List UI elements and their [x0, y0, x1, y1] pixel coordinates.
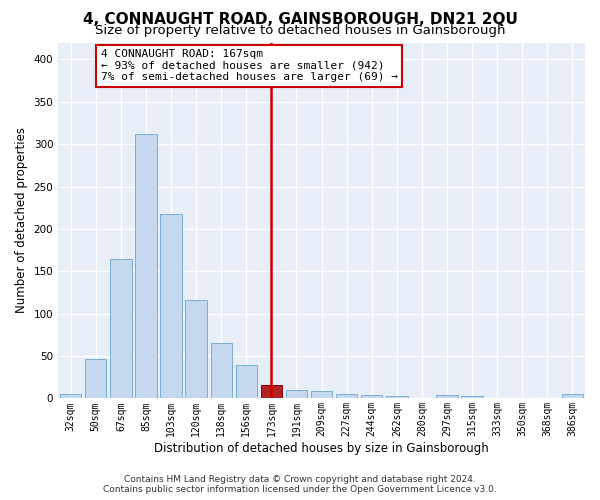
- Y-axis label: Number of detached properties: Number of detached properties: [15, 128, 28, 314]
- Bar: [160, 214, 182, 398]
- Text: Size of property relative to detached houses in Gainsborough: Size of property relative to detached ho…: [95, 24, 505, 37]
- Bar: [211, 344, 232, 398]
- Bar: [562, 394, 583, 398]
- Bar: [136, 134, 157, 398]
- Bar: [60, 394, 82, 398]
- Bar: [110, 258, 131, 398]
- Bar: [85, 358, 106, 399]
- Bar: [386, 396, 407, 398]
- Bar: [461, 396, 483, 398]
- Bar: [236, 366, 257, 398]
- X-axis label: Distribution of detached houses by size in Gainsborough: Distribution of detached houses by size …: [154, 442, 489, 455]
- Bar: [311, 391, 332, 398]
- Bar: [286, 390, 307, 398]
- Bar: [336, 394, 358, 398]
- Bar: [361, 395, 382, 398]
- Bar: [185, 300, 207, 398]
- Text: 4, CONNAUGHT ROAD, GAINSBOROUGH, DN21 2QU: 4, CONNAUGHT ROAD, GAINSBOROUGH, DN21 2Q…: [83, 12, 517, 28]
- Text: 4 CONNAUGHT ROAD: 167sqm
← 93% of detached houses are smaller (942)
7% of semi-d: 4 CONNAUGHT ROAD: 167sqm ← 93% of detach…: [101, 50, 398, 82]
- Text: Contains HM Land Registry data © Crown copyright and database right 2024.
Contai: Contains HM Land Registry data © Crown c…: [103, 474, 497, 494]
- Bar: [261, 385, 282, 398]
- Bar: [436, 395, 458, 398]
